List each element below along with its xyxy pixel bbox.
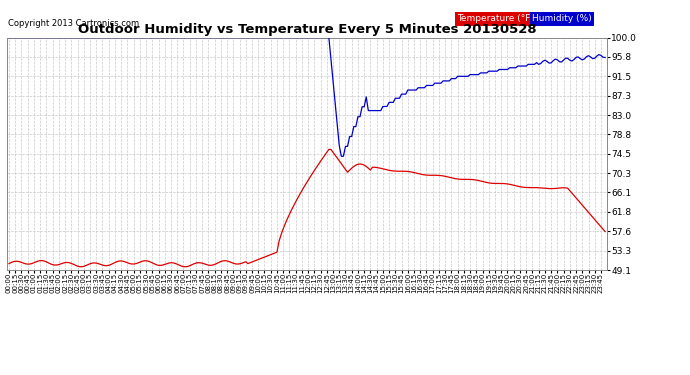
Text: Temperature (°F): Temperature (°F) [457,14,534,23]
Text: Humidity (%): Humidity (%) [532,14,592,23]
Title: Outdoor Humidity vs Temperature Every 5 Minutes 20130528: Outdoor Humidity vs Temperature Every 5 … [78,23,536,36]
Text: Copyright 2013 Cartronics.com: Copyright 2013 Cartronics.com [8,19,139,28]
